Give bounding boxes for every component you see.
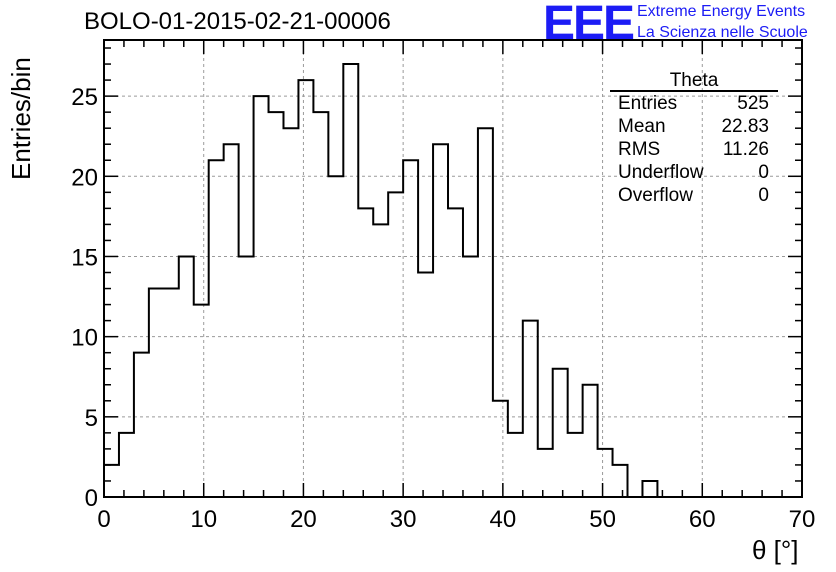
y-tick-labels: 0 5 10 15 20 25 <box>71 84 98 512</box>
x-tick-label: 40 <box>490 506 517 533</box>
axis-ticks <box>103 40 803 498</box>
x-tick-label: 60 <box>689 506 716 533</box>
histogram-outline <box>103 63 793 498</box>
histogram-bin <box>343 64 358 497</box>
y-tick-label: 5 <box>85 405 98 432</box>
x-tick-label: 0 <box>97 506 110 533</box>
x-tick-labels: 0 10 20 30 40 50 60 70 <box>97 506 815 533</box>
histogram-bin <box>478 128 493 497</box>
histogram-bin <box>403 160 418 497</box>
stats-box: Theta Entries 525 Mean 22.83 RMS 11.26 U… <box>610 70 778 207</box>
histogram-bin <box>553 369 568 497</box>
histogram-bin <box>254 96 269 497</box>
histogram-bin <box>313 112 328 497</box>
histogram-bin <box>388 192 403 497</box>
eee-logo: EEE <box>543 0 635 50</box>
stats-value: 22.83 <box>721 116 769 137</box>
histogram-series <box>103 63 793 498</box>
histogram-bin <box>598 449 613 497</box>
grid-lines <box>104 40 802 497</box>
histogram-bin <box>433 144 448 497</box>
x-tick-label: 20 <box>290 506 317 533</box>
stats-value: 0 <box>758 185 769 206</box>
x-tick-label: 50 <box>589 506 616 533</box>
histogram-bin <box>149 289 164 497</box>
histogram-bin <box>134 353 149 497</box>
histogram-bin <box>194 305 209 497</box>
histogram-bin <box>179 256 194 497</box>
histogram-bin <box>358 208 373 497</box>
x-tick-label: 30 <box>390 506 417 533</box>
stats-value: 11.26 <box>722 139 769 160</box>
stats-label: RMS <box>618 139 661 160</box>
x-tick-label: 70 <box>789 506 816 533</box>
histogram-bin <box>523 321 538 497</box>
logo-line-1: Extreme Energy Events <box>637 3 806 20</box>
y-tick-label: 15 <box>71 244 98 271</box>
histogram-bin <box>448 208 463 497</box>
stats-row-entries: Entries 525 <box>610 92 778 115</box>
chart-title: BOLO-01-2015-02-21-00006 <box>84 8 391 35</box>
histogram-bin <box>418 273 433 497</box>
y-tick-label: 20 <box>71 164 98 191</box>
x-axis-label: θ [°] <box>752 535 799 565</box>
stats-row-rms: RMS 11.26 <box>610 138 778 161</box>
stats-label: Entries <box>618 93 678 114</box>
x-tick-label: 10 <box>190 506 217 533</box>
histogram-bin <box>164 289 179 497</box>
histogram-bin <box>583 385 598 497</box>
stats-row-underflow: Underflow 0 <box>610 161 778 184</box>
histogram-bin <box>463 256 478 497</box>
histogram-bin <box>493 401 508 497</box>
histogram-bin <box>613 465 628 497</box>
histogram-bin <box>373 224 388 497</box>
logo-line-2: La Scienza nelle Scuole <box>637 24 808 41</box>
histogram-bin <box>269 112 284 497</box>
histogram-bin <box>298 80 313 497</box>
stats-value: 0 <box>758 162 769 183</box>
stats-label: Underflow <box>618 162 704 183</box>
y-axis-label: Entries/bin <box>6 57 36 180</box>
histogram-bin <box>239 256 254 497</box>
stats-title: Theta <box>610 70 778 92</box>
stats-row-mean: Mean 22.83 <box>610 115 778 138</box>
histogram-bin <box>642 481 657 497</box>
y-tick-label: 25 <box>71 84 98 111</box>
stats-label: Mean <box>618 116 666 137</box>
stats-label: Overflow <box>618 185 693 206</box>
histogram-bin <box>508 433 523 497</box>
histogram-bin <box>209 160 224 497</box>
histogram-bin <box>119 433 134 497</box>
stats-row-overflow: Overflow 0 <box>610 184 778 207</box>
histogram-bin <box>224 144 239 497</box>
histogram-bin <box>538 449 553 497</box>
stats-value: 525 <box>737 93 769 114</box>
plot-frame <box>103 39 803 498</box>
histogram-bin <box>568 433 583 497</box>
y-tick-label: 0 <box>85 485 98 512</box>
histogram-bin <box>328 176 343 497</box>
y-tick-label: 10 <box>71 325 98 352</box>
histogram-bin <box>283 128 298 497</box>
